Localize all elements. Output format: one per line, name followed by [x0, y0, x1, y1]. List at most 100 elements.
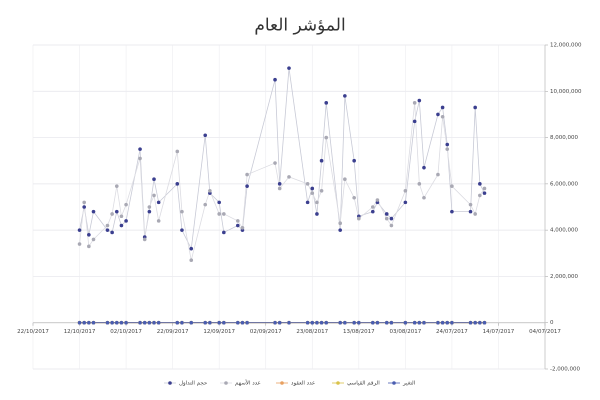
data-point [82, 205, 86, 209]
data-point [208, 320, 212, 325]
data-point [287, 175, 291, 179]
x-tick-label: 14/07/2017 [483, 329, 515, 335]
data-point [370, 320, 375, 325]
data-point [478, 182, 482, 186]
data-point [147, 209, 152, 214]
data-point [156, 219, 161, 223]
series-line [79, 102, 485, 261]
data-point [375, 320, 380, 325]
data-point [138, 147, 142, 151]
data-point [82, 200, 86, 205]
x-tick-label: 03/08/2017 [390, 329, 422, 335]
data-point [87, 320, 91, 325]
data-point [87, 232, 91, 237]
data-point [384, 216, 389, 221]
data-point [180, 228, 184, 232]
data-point [412, 101, 417, 105]
data-point [324, 101, 329, 105]
data-point [222, 212, 226, 216]
data-point [422, 165, 426, 170]
data-point [236, 320, 240, 325]
data-point [482, 320, 487, 325]
data-point [236, 219, 240, 223]
data-point [240, 226, 245, 230]
data-point [305, 320, 310, 325]
data-point [370, 209, 375, 214]
data-point [77, 228, 82, 232]
data-point [222, 230, 226, 235]
data-point [436, 320, 440, 325]
data-point [189, 320, 194, 325]
data-point [389, 216, 394, 221]
data-point [152, 177, 156, 182]
data-point [482, 186, 487, 191]
x-tick-label: 12/09/2017 [203, 329, 235, 335]
data-point [450, 184, 454, 188]
data-point [440, 320, 445, 325]
data-point [236, 223, 240, 228]
data-point [450, 320, 454, 325]
data-point [277, 186, 282, 191]
data-point [138, 320, 142, 325]
data-point [217, 320, 221, 325]
legend-label: التغير [402, 381, 416, 387]
data-point [310, 186, 315, 191]
data-point [277, 320, 282, 325]
data-point [105, 228, 110, 232]
data-point [305, 182, 310, 186]
data-point [287, 320, 291, 325]
data-point [152, 193, 156, 198]
y-tick-label: 0 [550, 320, 554, 326]
legend-label: عدد العقود [291, 381, 315, 387]
data-point [142, 320, 147, 325]
data-point [412, 320, 417, 325]
data-point [315, 200, 319, 205]
data-point [436, 112, 440, 117]
data-point [82, 320, 86, 325]
data-point [91, 209, 96, 214]
data-point [124, 219, 128, 223]
data-point [384, 212, 389, 216]
data-point [319, 320, 324, 325]
data-point [147, 320, 152, 325]
data-point [422, 195, 426, 200]
data-point [324, 135, 329, 140]
data-point [338, 221, 343, 225]
data-point [319, 189, 324, 193]
data-point [473, 105, 477, 110]
data-point [114, 184, 119, 188]
x-tick-label: 24/07/2017 [436, 329, 468, 335]
x-tick-label: 22/10/2017 [17, 329, 49, 335]
data-point [482, 191, 487, 195]
data-point [440, 114, 445, 119]
data-point [473, 212, 477, 216]
data-point [338, 320, 343, 325]
data-point [287, 66, 291, 70]
data-point [119, 214, 124, 219]
data-point [352, 320, 356, 325]
legend-swatch [280, 381, 284, 385]
data-point [315, 212, 319, 216]
y-tick-label: 4,000,000 [550, 228, 578, 234]
data-point [175, 182, 180, 186]
data-point [91, 320, 96, 325]
data-point [189, 258, 194, 263]
data-point [189, 246, 194, 251]
data-point [445, 147, 450, 151]
data-point [468, 209, 473, 214]
data-point [417, 98, 422, 103]
data-point [412, 119, 417, 124]
x-tick-label: 22/09/2017 [157, 329, 189, 335]
data-point [338, 228, 343, 232]
data-point [478, 193, 482, 198]
data-point [77, 242, 82, 246]
data-point [180, 320, 184, 325]
data-point [315, 320, 319, 325]
data-point [370, 205, 375, 209]
data-point [343, 177, 347, 182]
data-point [147, 205, 152, 209]
data-point [422, 320, 426, 325]
legend-label: الرقم القياسي [347, 381, 380, 387]
data-point [403, 320, 408, 325]
data-point [384, 320, 389, 325]
